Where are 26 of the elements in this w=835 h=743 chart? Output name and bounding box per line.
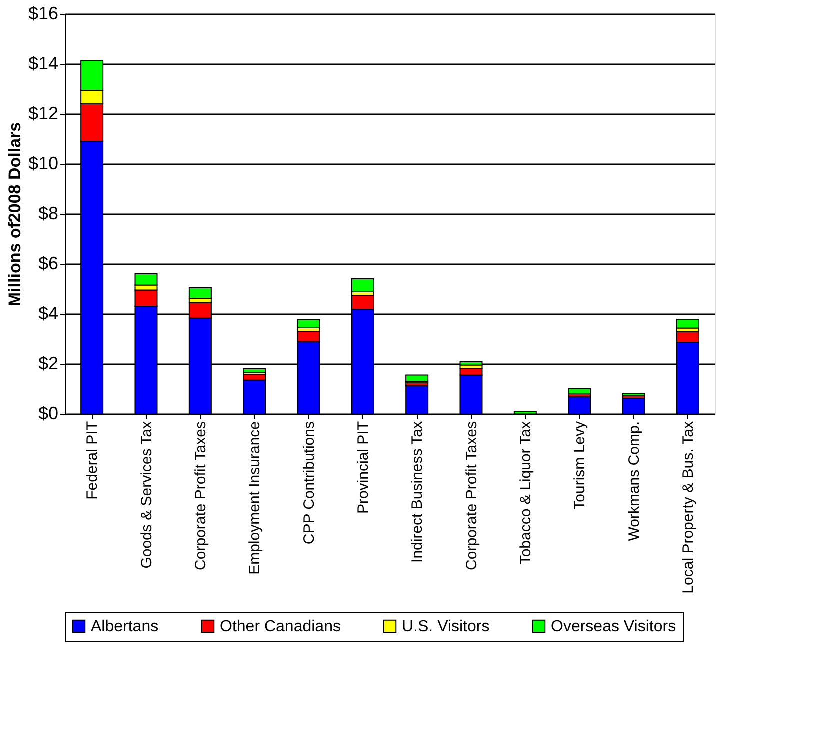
x-tick-label: Indirect Business Tax	[409, 421, 426, 563]
x-tick-label: Tobacco & Liquor Tax	[517, 421, 534, 565]
y-tick-label: $6	[38, 254, 58, 274]
x-tick-label: Corporate Profit Taxes	[192, 422, 210, 570]
x-tick-label: Tourism Levy	[572, 421, 589, 510]
x-tick-label: Workmans Comp.	[626, 422, 643, 542]
y-tick-label: $0	[38, 404, 58, 424]
legend-label: Other Canadians	[220, 618, 341, 636]
y-tick-label: $16	[28, 4, 58, 24]
x-tick-label: Federal PIT	[84, 422, 102, 500]
legend-label: Albertans	[91, 618, 159, 636]
y-axis-title: Millions of2008 Dollars	[5, 122, 24, 307]
x-tick-label: Provincial PIT	[354, 422, 372, 514]
legend-label: U.S. Visitors	[402, 618, 490, 636]
y-tick-label: $8	[38, 204, 58, 224]
x-tick-label: Employment Insurance	[246, 422, 264, 575]
x-tick-label: Local Property & Bus. Tax	[680, 421, 697, 594]
x-tick-label: Goods & Services Tax	[138, 421, 156, 569]
y-tick-label: $14	[28, 54, 58, 74]
y-tick-label: $12	[28, 104, 58, 124]
x-tick-label: CPP Contributions	[300, 422, 318, 545]
legend-label: Overseas Visitors	[551, 618, 676, 636]
x-tick-label: Corporate Profit Taxes	[463, 422, 480, 570]
y-tick-label: $4	[38, 304, 58, 324]
y-tick-label: $10	[28, 154, 58, 174]
y-tick-label: $2	[38, 354, 58, 374]
